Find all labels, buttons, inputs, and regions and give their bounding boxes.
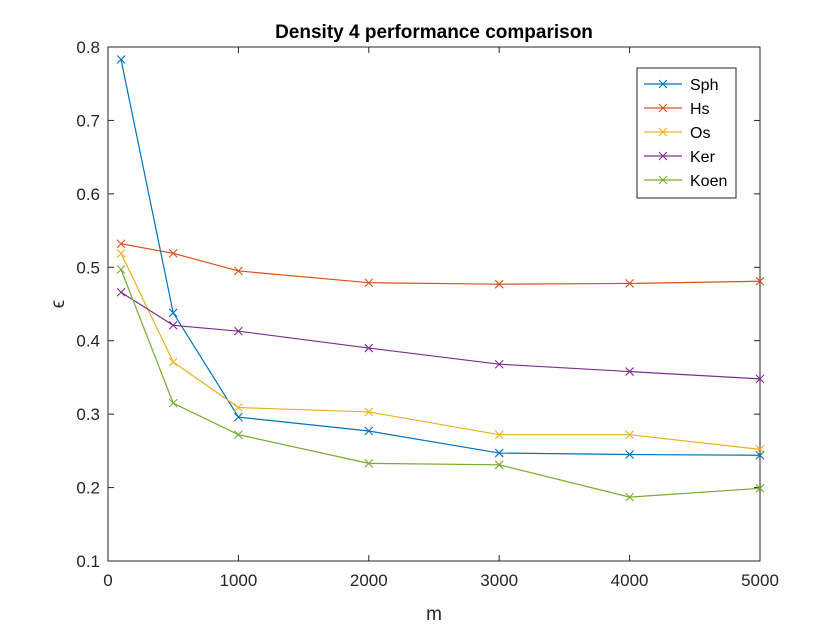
data-point-koen bbox=[755, 483, 765, 493]
data-point-koen bbox=[116, 265, 126, 274]
data-point-os bbox=[755, 445, 765, 454]
data-point-hs bbox=[625, 279, 634, 288]
series-layer bbox=[116, 55, 765, 502]
legend-item-koen: Koen bbox=[644, 173, 727, 190]
legend-marker-ker bbox=[658, 151, 668, 161]
series-koen bbox=[116, 265, 765, 502]
data-point-hs bbox=[168, 248, 178, 258]
legend-marker-koen bbox=[658, 175, 668, 185]
legend: Sph Hs Os Ker Koen bbox=[636, 67, 737, 199]
data-point-os bbox=[625, 430, 634, 440]
data-point-sph bbox=[625, 450, 634, 459]
data-point-os bbox=[234, 403, 243, 412]
legend-marker-sph bbox=[658, 79, 668, 89]
y-axis-label: ϵ bbox=[48, 300, 69, 308]
data-point-ker bbox=[755, 374, 765, 384]
legend-label-hs: Hs bbox=[690, 101, 710, 118]
data-point-ker bbox=[494, 359, 504, 369]
legend-item-ker: Ker bbox=[644, 149, 716, 166]
legend-label-os: Os bbox=[690, 125, 710, 142]
legend-item-hs: Hs bbox=[644, 101, 710, 118]
y-tick-label: 0.1 bbox=[76, 552, 100, 571]
data-point-koen bbox=[168, 398, 178, 408]
legend-item-sph: Sph bbox=[644, 77, 718, 94]
x-tick-label: 0 bbox=[103, 571, 112, 590]
series-ker bbox=[116, 287, 765, 384]
data-point-koen bbox=[364, 458, 374, 468]
data-point-os bbox=[168, 357, 178, 367]
data-point-ker bbox=[116, 287, 126, 297]
data-point-sph bbox=[494, 448, 504, 458]
y-tick-label: 0.8 bbox=[76, 38, 100, 57]
y-tick-label: 0.4 bbox=[76, 332, 100, 351]
data-point-sph bbox=[364, 426, 374, 436]
data-point-ker bbox=[234, 326, 243, 336]
data-point-ker bbox=[168, 320, 178, 330]
legend-marker-hs bbox=[658, 103, 668, 113]
legend-label-koen: Koen bbox=[690, 173, 727, 190]
data-point-ker bbox=[364, 343, 374, 353]
x-tick-label: 5000 bbox=[741, 571, 779, 590]
legend-marker-os bbox=[658, 127, 668, 137]
chart-title: Density 4 performance comparison bbox=[275, 22, 593, 43]
data-point-koen bbox=[234, 430, 243, 440]
data-point-ker bbox=[625, 367, 634, 376]
axes-box bbox=[107, 46, 761, 562]
data-point-koen bbox=[625, 492, 634, 502]
data-point-koen bbox=[494, 460, 504, 470]
data-point-hs bbox=[494, 279, 504, 289]
x-tick-label: 3000 bbox=[480, 571, 518, 590]
data-point-sph bbox=[116, 55, 126, 64]
series-os bbox=[116, 248, 765, 454]
y-tick-label: 0.2 bbox=[76, 479, 100, 498]
x-tick-label: 1000 bbox=[219, 571, 257, 590]
legend-label-sph: Sph bbox=[690, 77, 718, 94]
y-tick-label: 0.7 bbox=[76, 111, 100, 130]
x-tick-label: 2000 bbox=[350, 571, 388, 590]
data-point-os bbox=[116, 248, 126, 258]
y-tick-label: 0.6 bbox=[76, 185, 100, 204]
series-sph bbox=[116, 55, 765, 460]
y-tick-label: 0.3 bbox=[76, 405, 100, 424]
legend-label-ker: Ker bbox=[690, 149, 716, 166]
x-axis-label: m bbox=[426, 604, 442, 625]
data-point-hs bbox=[116, 239, 126, 249]
legend-box bbox=[636, 67, 737, 199]
data-point-sph bbox=[234, 412, 243, 422]
data-point-hs bbox=[755, 276, 765, 286]
axes: 0 1000 2000 3000 4000 5000 0.1 0.2 0.3 0.4 0.5 0.6 0… bbox=[76, 38, 779, 590]
x-tick-label: 4000 bbox=[611, 571, 649, 590]
data-point-hs bbox=[234, 266, 243, 276]
data-point-sph bbox=[168, 308, 178, 318]
data-point-os bbox=[364, 407, 374, 417]
data-point-hs bbox=[364, 278, 374, 288]
data-point-os bbox=[494, 430, 504, 440]
legend-item-os: Os bbox=[644, 125, 710, 142]
y-tick-label: 0.5 bbox=[76, 258, 100, 277]
series-hs bbox=[116, 239, 765, 289]
